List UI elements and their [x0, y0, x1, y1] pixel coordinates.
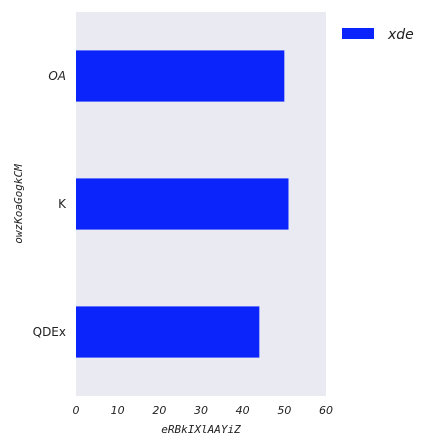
y-category-labels: OA K QDEx: [33, 69, 68, 339]
category-label-qdex: QDEx: [33, 325, 66, 339]
x-ticks: 0 10 20 30 40 50 60: [73, 404, 334, 417]
category-label-k: K: [58, 197, 67, 211]
x-tick-label: 0: [73, 404, 80, 417]
x-tick-label: 30: [194, 404, 208, 417]
x-tick-label: 60: [319, 404, 333, 417]
x-tick-label: 10: [111, 404, 125, 417]
y-axis-title: owzKoaGogkCM: [12, 164, 25, 244]
bar-k: [76, 178, 289, 230]
bars-layer: [76, 50, 289, 358]
bar-oa: [76, 50, 285, 102]
x-tick-label: 40: [236, 404, 250, 417]
legend: xde: [342, 27, 414, 43]
legend-swatch: [342, 28, 374, 39]
x-axis-title: eRBkIXlAAYiZ: [161, 423, 241, 436]
legend-label-xde: xde: [387, 27, 414, 43]
bar-qdex: [76, 306, 260, 358]
x-tick-label: 20: [152, 404, 166, 417]
x-tick-label: 50: [277, 404, 291, 417]
category-label-oa: OA: [48, 69, 66, 83]
